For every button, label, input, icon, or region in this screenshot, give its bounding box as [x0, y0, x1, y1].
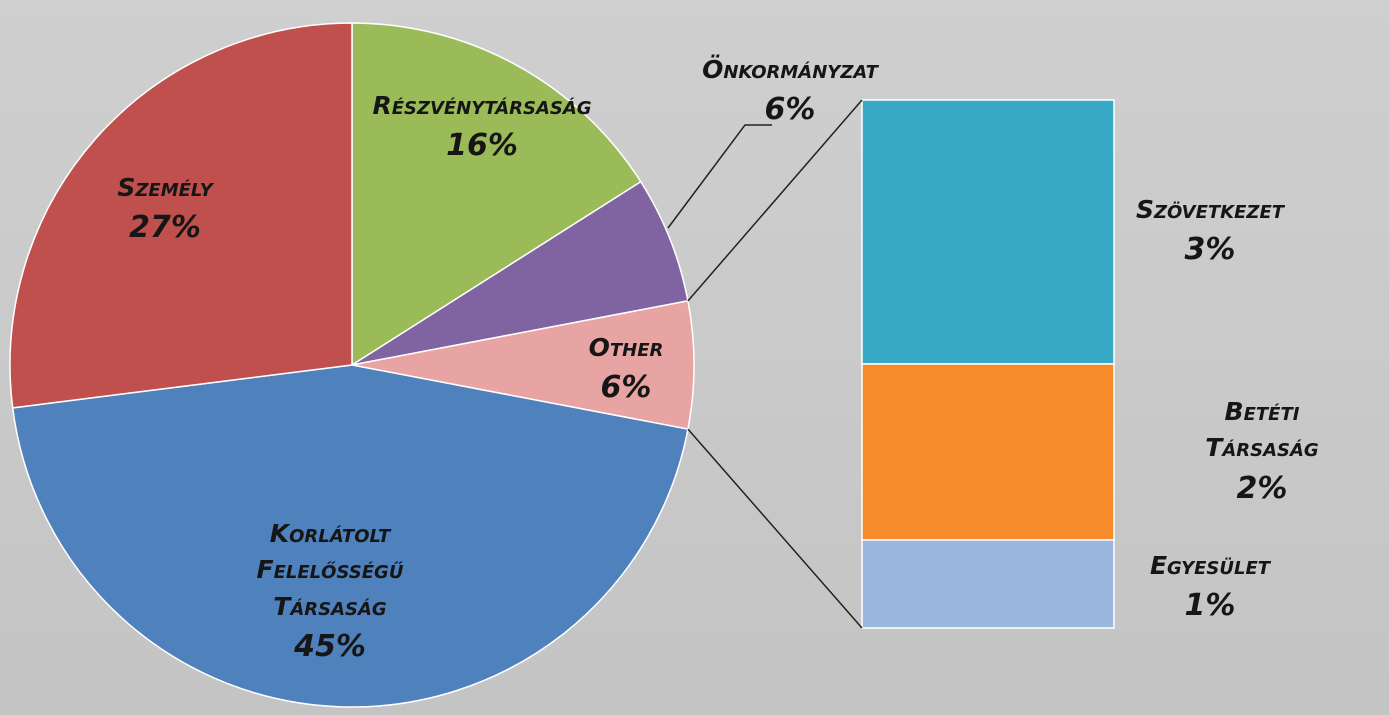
bar-segment	[861, 363, 1115, 541]
label-value: 3%	[1184, 232, 1236, 268]
label-name: Önkormányzat	[702, 55, 878, 85]
label-value: 6%	[600, 370, 652, 406]
label-value: 6%	[764, 92, 816, 128]
pie-label: Részvénytársaság 16%	[372, 88, 591, 168]
pie-label: Korlátolt Felelősségű Társaság 45%	[235, 516, 425, 668]
label-name: Korlátolt Felelősségű Társaság	[256, 518, 404, 621]
label-value: 16%	[446, 128, 518, 164]
bar-label: Betéti Társaság 2%	[1199, 394, 1326, 510]
pie-slice	[351, 22, 642, 367]
pie-label: Other 6%	[589, 330, 664, 410]
label-value: 27%	[129, 210, 201, 246]
connector-line	[687, 99, 863, 302]
bar-label: Szövetkezet 3%	[1136, 192, 1284, 272]
bar-segment	[861, 539, 1115, 629]
label-name: Betéti Társaság	[1205, 397, 1319, 463]
pie-slice	[11, 364, 689, 708]
label-value: 45%	[294, 628, 366, 664]
label-name: Részvénytársaság	[372, 91, 592, 121]
label-value: 2%	[1236, 470, 1288, 506]
bar-segment	[861, 99, 1115, 365]
label-name: Egyesület	[1149, 551, 1271, 581]
leader-line	[667, 124, 772, 229]
label-name: Szövetkezet	[1135, 195, 1285, 225]
pie-slice	[351, 300, 695, 430]
label-name: Other	[588, 333, 664, 363]
pie-slice	[351, 180, 689, 366]
label-name: Személy	[117, 173, 213, 203]
pie-slice	[9, 22, 353, 409]
bar-label: Egyesület 1%	[1150, 548, 1270, 628]
pie-label: Önkormányzat 6%	[702, 52, 878, 132]
connector-line	[687, 428, 863, 629]
pie-label: Személy 27%	[117, 170, 212, 250]
label-value: 1%	[1184, 588, 1236, 624]
